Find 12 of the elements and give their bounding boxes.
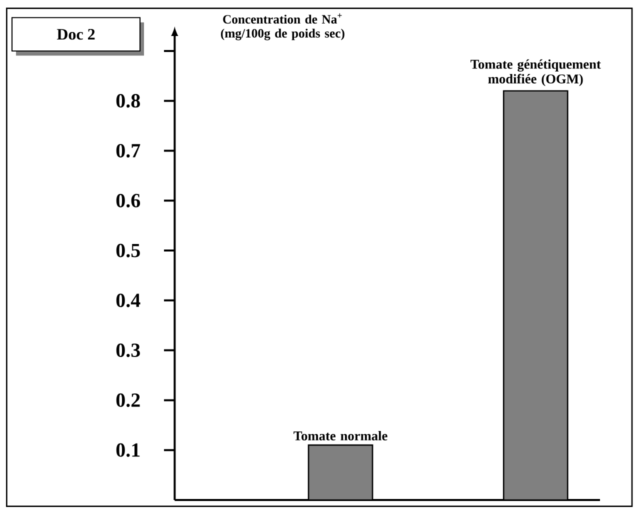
x-tick-label: Tomate normale	[294, 431, 388, 440]
y-tick-label: 0.8	[116, 94, 140, 108]
y-tick-label: 0.4	[116, 294, 140, 308]
y-tick-label: 0.1	[116, 443, 140, 457]
y-tick-label: 0.6	[116, 194, 140, 208]
y-tick-label: 0.5	[116, 244, 140, 258]
y-tick-label: 0.7	[116, 144, 140, 158]
text: Doc 2	[56, 28, 95, 40]
text: Concentration de Na$^{+}$ (mg/100g de poids sec)	[220, 13, 344, 40]
y-tick-label: 0.3	[116, 344, 140, 358]
x-tick-label: Tomate génétiquement modifiée (OGM)	[470, 59, 601, 86]
y-tick-label: 0.2	[116, 393, 140, 407]
